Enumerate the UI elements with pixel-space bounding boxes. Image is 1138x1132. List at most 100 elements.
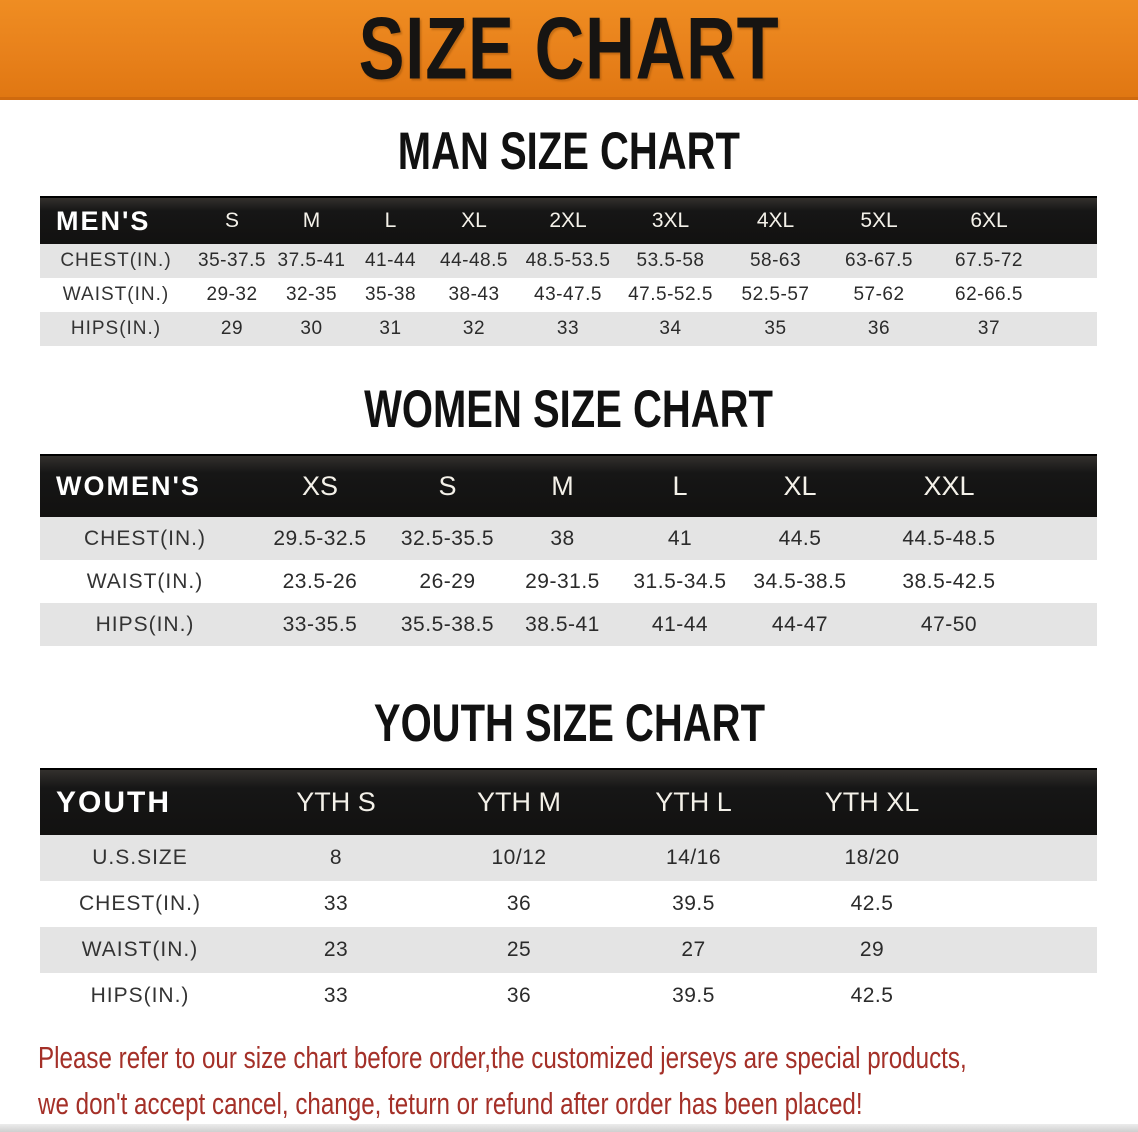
measurement-row-label: HIPS(IN.) <box>40 312 192 346</box>
measurement-value-cell: 34.5-38.5 <box>740 560 860 603</box>
table-body: CHEST(IN.) 35-37.5 37.5-41 41-44 44-48.5 48.5… <box>40 244 1097 346</box>
measurement-value-cell: 43-47.5 <box>518 278 618 312</box>
measurement-value-cell: 29 <box>781 927 1097 973</box>
measurement-row: CHEST(IN.) 33 36 39.5 42.5 <box>40 881 1097 927</box>
measurement-value-cell: 36 <box>828 312 930 346</box>
measurement-value-cell: 57-62 <box>828 278 930 312</box>
size-column-header: 6XL <box>930 196 1097 244</box>
measurement-row: CHEST(IN.) 29.5-32.5 32.5-35.5 38 41 44.5 44.5… <box>40 517 1097 560</box>
measurement-value-cell: 37.5-41 <box>272 244 351 278</box>
measurement-row: CHEST(IN.) 35-37.5 37.5-41 41-44 44-48.5 48.5… <box>40 244 1097 278</box>
measurement-value-cell: 44-48.5 <box>430 244 518 278</box>
size-column-header: 4XL <box>723 196 828 244</box>
measurement-value-cell: 41-44 <box>351 244 430 278</box>
measurement-value-cell: 47.5-52.5 <box>618 278 723 312</box>
size-column-header: 2XL <box>518 196 618 244</box>
size-column-header: M <box>272 196 351 244</box>
size-column-header: XL <box>740 454 860 517</box>
size-column-header: S <box>390 454 505 517</box>
measurement-value-cell: 29 <box>192 312 272 346</box>
measurement-row: WAIST(IN.) 29-32 32-35 35-38 38-43 43-47.5 47.… <box>40 278 1097 312</box>
measurement-value-cell: 23 <box>240 927 432 973</box>
measurement-row-label: WAIST(IN.) <box>40 278 192 312</box>
measurement-value-cell: 33 <box>518 312 618 346</box>
measurement-value-cell: 33 <box>240 973 432 1019</box>
measurement-row-label: WAIST(IN.) <box>40 560 250 603</box>
section-women: WOMEN SIZE CHART WOMEN'S XS S M L XL XXL CHEST(I… <box>0 379 1138 646</box>
measurement-value-cell: 38-43 <box>430 278 518 312</box>
measurement-value-cell: 32.5-35.5 <box>390 517 505 560</box>
measurement-row: HIPS(IN.) 29 30 31 32 33 34 35 36 37 <box>40 312 1097 346</box>
footnote-line-2: we don't accept cancel, change, teturn o… <box>38 1086 863 1121</box>
size-column-header: XL <box>430 196 518 244</box>
size-column-header: XXL <box>860 454 1097 517</box>
measurement-value-cell: 41-44 <box>620 603 740 646</box>
footnote-line-1: Please refer to our size chart before or… <box>38 1040 967 1075</box>
measurement-value-cell: 35.5-38.5 <box>390 603 505 646</box>
header-row: WOMEN'S XS S M L XL XXL <box>40 454 1097 517</box>
measurement-value-cell: 38.5-42.5 <box>860 560 1097 603</box>
section-title-text: WOMEN SIZE CHART <box>364 379 774 439</box>
section-men: MAN SIZE CHART MEN'S S M L XL 2XL 3XL 4XL 5XL 6XL C… <box>0 121 1138 346</box>
section-title-text: YOUTH SIZE CHART <box>373 693 765 753</box>
measurement-value-cell: 35 <box>723 312 828 346</box>
measurement-row: WAIST(IN.) 23 25 27 29 <box>40 927 1097 973</box>
measurement-value-cell: 34 <box>618 312 723 346</box>
men-size-table: MEN'S S M L XL 2XL 3XL 4XL 5XL 6XL CHEST(IN.) 35-37… <box>40 196 1097 346</box>
measurement-value-cell: 48.5-53.5 <box>518 244 618 278</box>
size-column-header: L <box>351 196 430 244</box>
size-column-header: 5XL <box>828 196 930 244</box>
measurement-value-cell: 33-35.5 <box>250 603 390 646</box>
measurement-value-cell: 26-29 <box>390 560 505 603</box>
section-title-text: MAN SIZE CHART <box>397 121 741 181</box>
size-column-header: XS <box>250 454 390 517</box>
measurement-value-cell: 36 <box>432 881 606 927</box>
section-youth: YOUTH SIZE CHART YOUTH YTH S YTH M YTH L YTH … <box>0 693 1138 1019</box>
banner: SIZE CHART <box>0 0 1138 100</box>
size-column-header: YTH S <box>240 768 432 835</box>
header-row: YOUTH YTH S YTH M YTH L YTH XL <box>40 768 1097 835</box>
table-body: U.S.SIZE 8 10/12 14/16 18/20 CHEST(IN.) 33 36 39… <box>40 835 1097 1019</box>
measurement-value-cell: 33 <box>240 881 432 927</box>
measurement-value-cell: 38.5-41 <box>505 603 620 646</box>
measurement-value-cell: 31 <box>351 312 430 346</box>
measurement-row-label: HIPS(IN.) <box>40 603 250 646</box>
measurement-row-label: CHEST(IN.) <box>40 881 240 927</box>
measurement-value-cell: 32-35 <box>272 278 351 312</box>
measurement-row-label: WAIST(IN.) <box>40 927 240 973</box>
measurement-value-cell: 47-50 <box>860 603 1097 646</box>
size-chart-sections: MAN SIZE CHART MEN'S S M L XL 2XL 3XL 4XL 5XL 6XL C… <box>0 121 1138 1019</box>
measurement-value-cell: 35-38 <box>351 278 430 312</box>
measurement-value-cell: 42.5 <box>781 881 1097 927</box>
size-column-header: M <box>505 454 620 517</box>
measurement-value-cell: 44-47 <box>740 603 860 646</box>
measurement-value-cell: 14/16 <box>606 835 781 881</box>
measurement-value-cell: 27 <box>606 927 781 973</box>
measurement-value-cell: 52.5-57 <box>723 278 828 312</box>
size-column-header: YTH XL <box>781 768 1097 835</box>
measurement-value-cell: 25 <box>432 927 606 973</box>
measurement-value-cell: 39.5 <box>606 881 781 927</box>
bottom-edge-strip <box>0 1124 1138 1132</box>
size-column-header: L <box>620 454 740 517</box>
youth-size-table: YOUTH YTH S YTH M YTH L YTH XL U.S.SIZE 8 10/12… <box>40 768 1097 1019</box>
measurement-value-cell: 32 <box>430 312 518 346</box>
measurement-value-cell: 44.5-48.5 <box>860 517 1097 560</box>
measurement-value-cell: 29-32 <box>192 278 272 312</box>
footnote: Please refer to our size chart before or… <box>38 1035 1138 1127</box>
table-category-label: YOUTH <box>40 768 240 835</box>
measurement-value-cell: 41 <box>620 517 740 560</box>
measurement-value-cell: 36 <box>432 973 606 1019</box>
measurement-value-cell: 35-37.5 <box>192 244 272 278</box>
measurement-value-cell: 37 <box>930 312 1097 346</box>
table-header: WOMEN'S XS S M L XL XXL <box>40 454 1097 517</box>
measurement-row: HIPS(IN.) 33-35.5 35.5-38.5 38.5-41 41-44 44-… <box>40 603 1097 646</box>
measurement-value-cell: 53.5-58 <box>618 244 723 278</box>
measurement-value-cell: 30 <box>272 312 351 346</box>
measurement-value-cell: 62-66.5 <box>930 278 1097 312</box>
measurement-row-label: CHEST(IN.) <box>40 517 250 560</box>
header-row: MEN'S S M L XL 2XL 3XL 4XL 5XL 6XL <box>40 196 1097 244</box>
measurement-value-cell: 67.5-72 <box>930 244 1097 278</box>
measurement-value-cell: 29-31.5 <box>505 560 620 603</box>
